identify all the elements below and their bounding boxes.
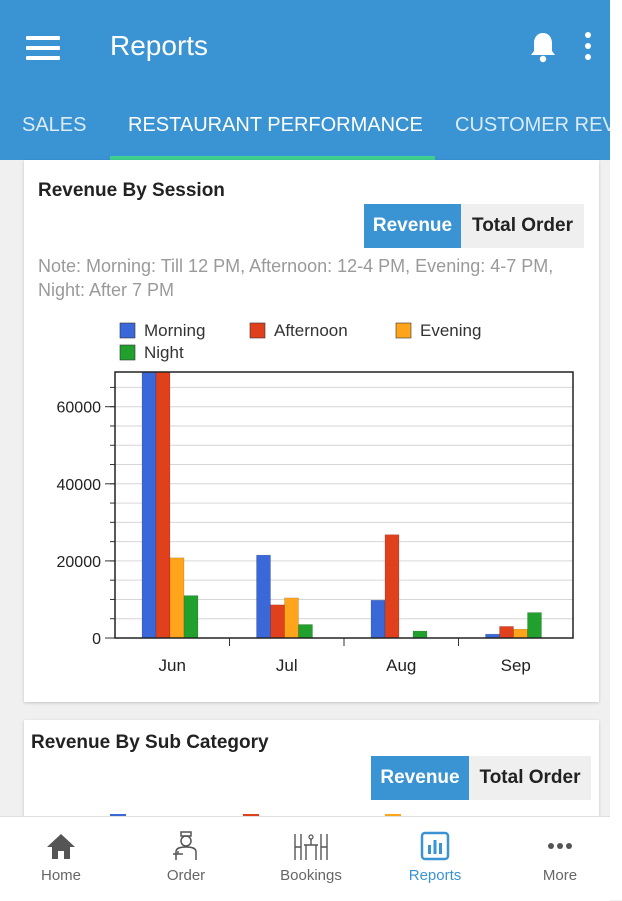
bar-morning-jun <box>141 371 157 639</box>
legend-swatch <box>249 322 266 339</box>
bar-afternoon-jun <box>155 371 171 639</box>
notification-bell-icon[interactable] <box>528 31 558 63</box>
legend-swatch-partial <box>385 814 401 816</box>
x-tick-label: Jul <box>276 656 298 675</box>
nav-order[interactable]: Order <box>136 831 236 884</box>
nav-label: Bookings <box>280 867 342 884</box>
metric-toggle: Revenue Total Order <box>364 204 584 248</box>
bottom-navigation: Home Order Bookings Reports More <box>0 816 610 901</box>
bar-morning-jul <box>256 554 271 639</box>
total-order-toggle-button[interactable]: Total Order <box>461 204 584 248</box>
bar-evening-jul <box>284 597 299 639</box>
revenue-toggle-button[interactable]: Revenue <box>371 756 469 800</box>
nav-label: More <box>542 867 578 884</box>
legend-swatch-partial <box>110 814 126 816</box>
revenue-toggle-button[interactable]: Revenue <box>364 204 461 248</box>
bar-night-aug <box>412 630 428 639</box>
bar-night-jul <box>298 624 313 639</box>
legend-swatch-partial <box>243 814 259 816</box>
y-tick-label: 20000 <box>57 554 102 571</box>
legend-swatch <box>119 322 136 339</box>
card-title: Revenue By Session <box>38 180 225 201</box>
x-tick-label: Sep <box>501 656 531 675</box>
legend-label: Evening <box>420 321 481 340</box>
app-bar: Reports SALES RESTAURANT PERFORMANCE CUS… <box>0 0 610 160</box>
nav-label: Home <box>40 867 81 884</box>
legend-label: Night <box>144 343 184 362</box>
revenue-by-session-card: Revenue By Session Revenue Total Order N… <box>24 160 599 702</box>
more-icon <box>548 843 572 849</box>
tab-restaurant-performance[interactable]: RESTAURANT PERFORMANCE <box>128 114 423 136</box>
nav-home[interactable]: Home <box>11 831 111 884</box>
revenue-by-session-chart: Morning Afternoon Evening Night 0 20000 40000 6… <box>57 321 574 675</box>
tab-bar: SALES RESTAURANT PERFORMANCE CUSTOMER RE… <box>0 100 610 160</box>
bar-afternoon-jul <box>270 604 285 639</box>
menu-icon[interactable] <box>26 36 60 60</box>
waiter-icon <box>173 831 197 860</box>
metric-toggle: Revenue Total Order <box>371 756 591 800</box>
y-tick-label: 40000 <box>57 477 102 494</box>
legend-label: Morning <box>144 321 205 340</box>
total-order-toggle-button[interactable]: Total Order <box>469 756 591 800</box>
legend-swatch <box>119 344 136 361</box>
reports-icon <box>420 831 450 861</box>
x-tick-label: Aug <box>386 656 416 675</box>
session-time-note: Note: Morning: Till 12 PM, Afternoon: 12… <box>38 256 554 300</box>
bar-morning-aug <box>370 599 386 639</box>
table-booking-icon <box>294 834 328 860</box>
page-title: Reports <box>110 30 209 61</box>
bar-night-jun <box>183 595 199 639</box>
legend-label: Afternoon <box>274 321 348 340</box>
bar-evening-jun <box>169 557 185 639</box>
bar-afternoon-sep <box>499 626 514 639</box>
home-icon <box>47 834 75 859</box>
active-tab-indicator <box>110 156 435 160</box>
nav-label: Order <box>166 867 206 884</box>
card-title: Revenue By Sub Category <box>31 732 269 753</box>
nav-label: Reports <box>408 867 462 884</box>
screen-edge <box>610 0 622 900</box>
bar-night-sep <box>527 612 542 639</box>
tab-customer-reviews[interactable]: CUSTOMER REV <box>455 114 610 136</box>
y-tick-label: 60000 <box>57 400 102 417</box>
x-tick-label: Jun <box>159 656 186 675</box>
nav-more[interactable]: More <box>510 831 610 884</box>
overflow-menu-icon[interactable] <box>582 32 594 62</box>
legend-swatch <box>395 322 412 339</box>
nav-bookings[interactable]: Bookings <box>261 831 361 884</box>
tab-sales[interactable]: SALES <box>22 114 87 136</box>
bar-afternoon-aug <box>384 534 400 639</box>
nav-reports[interactable]: Reports <box>385 831 485 884</box>
plot-frame <box>114 371 574 639</box>
y-tick-label: 0 <box>92 631 101 648</box>
revenue-by-sub-category-card: Revenue By Sub Category Revenue Total Or… <box>24 720 599 816</box>
bar-evening-sep <box>513 628 528 639</box>
